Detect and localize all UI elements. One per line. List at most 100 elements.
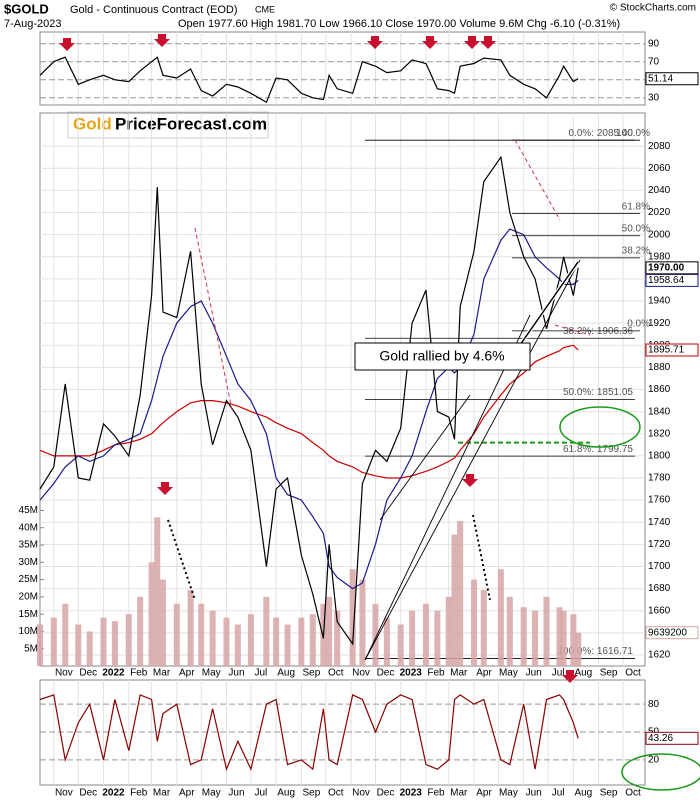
y2-tick-label: 30M	[19, 557, 38, 568]
series-line	[39, 155, 579, 646]
volume-bar	[148, 562, 155, 666]
x-tick-label: 2022	[102, 668, 125, 679]
volume-bar	[111, 621, 118, 666]
x-tick-label: Dec	[377, 788, 395, 799]
fib-label: 61.8%: 1799.75	[563, 444, 633, 455]
x-tick-label: Jun	[228, 668, 244, 679]
x-tick-label: Jun	[526, 788, 542, 799]
volume-bar	[154, 517, 161, 666]
volume-bar	[471, 579, 478, 666]
x-tick-label: Mar	[153, 788, 171, 799]
volume-bar	[263, 596, 270, 666]
volume-bar	[137, 596, 144, 666]
value-tag-box	[645, 273, 699, 287]
x-tick-label: Sep	[302, 668, 320, 679]
y-tick-label: 1840	[648, 406, 671, 417]
x-tick-label: Jul	[254, 668, 267, 679]
x-tick-label: May	[499, 788, 518, 799]
x-tick-label: Oct	[625, 788, 641, 799]
value-tag: 1970.00	[648, 262, 685, 273]
volume-bar	[451, 534, 458, 666]
fib-label: 50.0%	[622, 223, 650, 234]
y-tick-label: 1760	[648, 495, 671, 506]
y-tick-label: 70	[648, 56, 660, 67]
volume-bar	[532, 610, 539, 666]
fib-label: 61.8%	[622, 201, 650, 212]
volume-bar	[309, 614, 316, 666]
value-tag-box	[645, 343, 699, 357]
value-tag-box	[645, 731, 699, 745]
y-tick-label: 1700	[648, 561, 671, 572]
quote: Open 1977.60 High 1981.70 Low 1966.10 Cl…	[178, 18, 620, 30]
volume-bar	[445, 596, 452, 666]
dashed-trend	[554, 324, 591, 336]
fib-label: 38.2%: 1906.36	[563, 326, 633, 337]
y2-tick-label: 40M	[19, 522, 38, 533]
y2-tick-label: 5M	[24, 643, 38, 654]
volume-bar	[334, 610, 341, 666]
volume-bar	[434, 610, 441, 666]
y-tick-label: 1660	[648, 605, 671, 616]
value-tag: 43.26	[648, 733, 673, 744]
volume-bar	[570, 614, 577, 666]
x-tick-label: Feb	[427, 668, 445, 679]
logo-site: PriceForecast.com	[115, 114, 267, 133]
x-tick-label: Apr	[179, 668, 195, 679]
volume-bar	[247, 614, 254, 666]
y-tick-label: 30	[648, 92, 660, 103]
volume-bar	[187, 589, 194, 666]
y-tick-label: 2000	[648, 229, 671, 240]
y-tick-label: 1980	[648, 251, 671, 262]
fib-label: 50.0%: 1851.05	[563, 387, 633, 398]
volume-bar	[223, 617, 230, 666]
x-tick-label: Dec	[79, 788, 97, 799]
volume-bar	[359, 579, 366, 666]
volume-bar	[560, 610, 567, 666]
date: 7-Aug-2023	[4, 18, 62, 30]
marker-arrow	[562, 670, 578, 683]
x-tick-label: Jul	[552, 668, 565, 679]
x-tick-label: May	[499, 668, 518, 679]
fib-label: 100.0%	[616, 128, 650, 139]
y-tick-label: 2080	[648, 141, 671, 152]
annotation-arrow	[519, 261, 579, 346]
annotation: Gold rallied by 4.6%	[379, 348, 504, 364]
fib-label: 100.0%: 1616.71	[557, 646, 633, 657]
volume-bar	[173, 603, 180, 666]
x-tick-label: Aug	[277, 788, 295, 799]
series-line	[39, 228, 579, 590]
x-tick-label: Sep	[302, 788, 320, 799]
x-tick-label: May	[202, 788, 221, 799]
y-tick-label: 1860	[648, 384, 671, 395]
y-tick-label: 90	[648, 38, 660, 49]
volume-bar	[372, 603, 379, 666]
x-tick-label: Apr	[476, 788, 492, 799]
trend-line	[364, 259, 581, 661]
x-tick-label: Apr	[476, 668, 492, 679]
x-tick-label: Aug	[574, 668, 592, 679]
marker-arrow	[480, 36, 496, 49]
panel-frame	[39, 31, 646, 106]
y-tick-label: 1780	[648, 473, 671, 484]
fib-label: 38.2%	[622, 246, 650, 257]
volume-bar	[506, 596, 513, 666]
target-ellipse	[559, 406, 641, 448]
marker-arrow	[59, 38, 75, 51]
value-tag-box	[645, 626, 699, 640]
volume-bar	[125, 614, 132, 666]
volume-bar	[75, 624, 82, 666]
x-tick-label: Sep	[600, 668, 618, 679]
annotation-box	[354, 342, 531, 371]
volume-bar	[349, 569, 356, 666]
y-tick-label: 1740	[648, 517, 671, 528]
logo-gold: Gold	[73, 114, 112, 133]
volume-bar	[480, 589, 487, 666]
y-tick-label: 2020	[648, 207, 671, 218]
volume-bar	[86, 631, 93, 666]
fib-label: 0.0%: 2085.40	[569, 128, 634, 139]
x-tick-label: Feb	[427, 788, 445, 799]
volume-bar	[397, 624, 404, 666]
marker-arrow	[422, 36, 438, 49]
y2-tick-label: 10M	[19, 626, 38, 637]
x-tick-label: Sep	[600, 788, 618, 799]
